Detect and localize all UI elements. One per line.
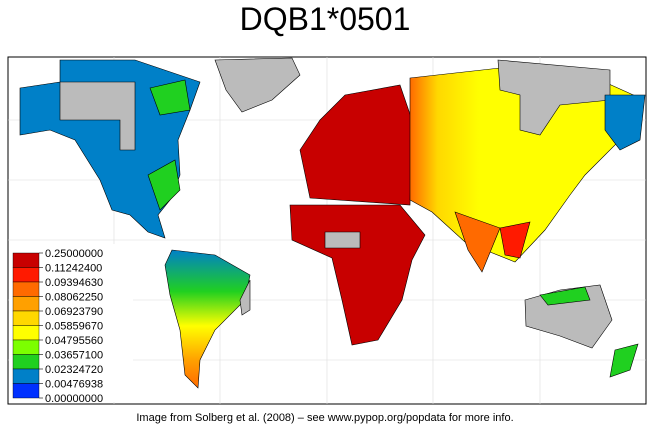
caption: Image from Solberg et al. (2008) – see w… <box>136 412 513 424</box>
legend: 0.25000000 0.11242400 0.09394630 0.08062250… <box>9 244 133 405</box>
legend-label: 0.06923790 <box>45 306 103 318</box>
legend-swatch <box>12 296 40 312</box>
legend-swatch <box>12 267 40 283</box>
legend-swatch <box>12 310 40 326</box>
legend-label: 0.03657100 <box>45 350 103 362</box>
legend-label: 0.04795560 <box>45 335 103 347</box>
legend-label: 0.05859670 <box>45 321 103 333</box>
legend-swatch <box>12 339 40 355</box>
legend-label: 0.02324720 <box>45 364 103 376</box>
legend-label: 0.25000000 <box>45 248 103 260</box>
legend-label: 0.11242400 <box>45 263 102 275</box>
legend-swatch <box>12 281 40 297</box>
legend-swatch <box>12 325 40 341</box>
title: DQB1*0501 <box>240 1 411 37</box>
legend-swatch <box>12 354 40 370</box>
legend-label: 0.09394630 <box>45 277 103 289</box>
legend-swatch <box>12 383 40 399</box>
legend-label: 0.08062250 <box>45 292 103 304</box>
legend-swatch <box>12 368 40 384</box>
legend-label: 0.00476938 <box>45 379 103 391</box>
legend-label: 0.00000000 <box>45 393 103 405</box>
legend-swatch <box>12 252 40 268</box>
